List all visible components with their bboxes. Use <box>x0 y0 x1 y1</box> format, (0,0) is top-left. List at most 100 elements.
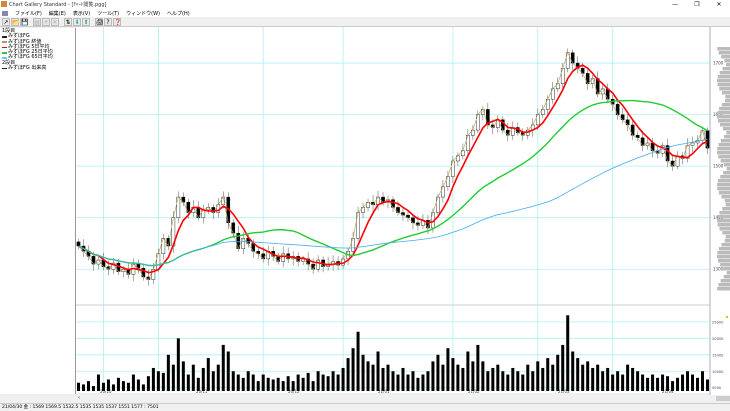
price-histogram-bar <box>722 127 730 131</box>
volume-bar <box>441 364 445 391</box>
volume-bar <box>121 381 125 391</box>
date-label: 21/03 <box>558 389 570 394</box>
price-histogram-bar <box>717 119 730 123</box>
down-arrow-icon[interactable]: ⬇ <box>73 17 81 26</box>
volume-bar <box>276 377 280 391</box>
menu-help[interactable]: ヘルプ(H) <box>167 10 190 17</box>
legend-section-1: 1段目 <box>2 28 16 34</box>
price-histogram-bar <box>718 51 730 55</box>
volume-bar <box>371 364 375 391</box>
legend-item[interactable]: みずほFG <box>2 33 73 39</box>
price-histogram-bar <box>722 67 730 71</box>
save-icon[interactable]: 💾 <box>20 17 29 26</box>
menu-view[interactable]: 表示(V) <box>72 10 91 17</box>
volume-bar <box>626 364 630 391</box>
legend-item[interactable]: みずほFG 65日平均 <box>2 55 73 60</box>
volume-bar <box>431 361 435 391</box>
volume-bar <box>661 374 665 391</box>
menu-edit[interactable]: 編集(E) <box>48 10 66 17</box>
volume-bar <box>156 371 160 391</box>
volume-bar <box>171 364 175 391</box>
volume-bar <box>251 374 255 391</box>
date-label: 20/10 <box>100 389 112 394</box>
volume-bar <box>671 381 675 391</box>
price-histogram-bar <box>724 135 730 139</box>
volume-bar <box>351 348 355 391</box>
sort-icon[interactable]: ⇅ <box>64 17 72 26</box>
legend-item[interactable]: みずほFG 終値 <box>2 38 73 45</box>
volume-bar <box>81 384 85 391</box>
volume-tick-label: 10000 <box>712 370 724 374</box>
volume-bar <box>391 371 395 391</box>
volume-bar <box>501 371 505 391</box>
price-histogram-bar <box>718 283 730 287</box>
price-histogram-bar <box>726 63 730 67</box>
scroll-left-arrow-icon[interactable]: ‹ <box>78 395 80 401</box>
help-icon[interactable]: ❓ <box>113 17 122 26</box>
date-label: 21/01 <box>378 389 390 394</box>
price-histogram-bar <box>725 99 730 103</box>
volume-bar <box>546 358 550 391</box>
volume-bar <box>651 374 655 391</box>
table-icon[interactable]: ▤ <box>33 17 41 26</box>
volume-bar <box>551 364 555 391</box>
close-button[interactable]: ✕ <box>716 1 722 8</box>
volume-bar <box>561 344 565 391</box>
legend-item[interactable]: みずほFG 25日平均 <box>2 49 73 55</box>
price-histogram-bar <box>719 107 730 111</box>
price-histogram-bar <box>718 191 730 195</box>
menu-file[interactable]: ファイル(F) <box>15 10 42 17</box>
info-icon[interactable]: ? <box>104 17 112 26</box>
volume-bar <box>301 377 305 391</box>
volume-bar <box>141 384 145 391</box>
price-histogram-bar <box>717 215 730 219</box>
horizontal-scrollbar[interactable]: ‹ <box>76 395 730 402</box>
price-histogram-bar <box>721 195 730 199</box>
volume-bar <box>281 381 285 391</box>
volume-bar <box>606 367 610 391</box>
menu-window[interactable]: ウィンドウ(W) <box>126 10 160 17</box>
scroll-thumb[interactable] <box>716 396 730 401</box>
price-histogram-bar <box>718 247 730 251</box>
moving-average-5 <box>78 64 708 274</box>
candle-body <box>630 124 635 136</box>
volume-bar <box>286 376 290 391</box>
stock-chart[interactable]: 1700160015001400130025000200001500010000… <box>76 27 730 395</box>
volume-bar <box>226 351 230 391</box>
volume-bar <box>221 344 225 391</box>
delete-icon[interactable]: ✕ <box>51 17 59 26</box>
volume-bar <box>266 377 270 391</box>
legend-item[interactable]: みずほFG 出来高 <box>2 65 73 71</box>
volume-bar <box>456 364 460 391</box>
app-icon <box>1 1 7 7</box>
volume-bar <box>361 354 365 391</box>
maximize-button[interactable]: ❐ <box>694 1 700 8</box>
date-label: 21/02 <box>468 389 480 394</box>
legend-item[interactable]: みずほFG 5日平均 <box>2 44 73 50</box>
price-histogram-bar <box>725 95 730 99</box>
add-icon[interactable]: + <box>42 17 50 26</box>
menu-tools[interactable]: ツール(T) <box>97 10 120 17</box>
volume-bar <box>311 381 315 391</box>
open-icon[interactable]: 📂 <box>11 17 20 26</box>
price-histogram-bar <box>717 151 730 155</box>
volume-bar <box>476 344 480 391</box>
minimize-button[interactable]: — <box>672 1 678 8</box>
candle-body <box>476 114 480 131</box>
price-histogram-bar <box>717 115 730 119</box>
volume-bar <box>401 367 405 391</box>
legend-label: みずほFG 終値 <box>8 38 42 45</box>
print-icon[interactable]: 🖨 <box>95 17 104 26</box>
volume-bar <box>636 371 640 391</box>
volume-bar <box>326 376 330 391</box>
volume-bar <box>91 386 95 391</box>
price-histogram-bar <box>717 187 730 191</box>
legend-swatch <box>2 67 7 70</box>
price-histogram-bar <box>723 171 730 175</box>
up-arrow-icon[interactable]: ⬆ <box>82 17 90 26</box>
volume-bar <box>646 377 650 391</box>
volume-bar <box>386 364 390 391</box>
chart-icon[interactable]: ↗ <box>2 17 10 26</box>
candle-body <box>451 160 455 177</box>
legend-panel: 1段目 みずほFG みずほFG 終値 みずほFG 5日平均 みずほFG 25日平均 みず… <box>0 28 76 394</box>
